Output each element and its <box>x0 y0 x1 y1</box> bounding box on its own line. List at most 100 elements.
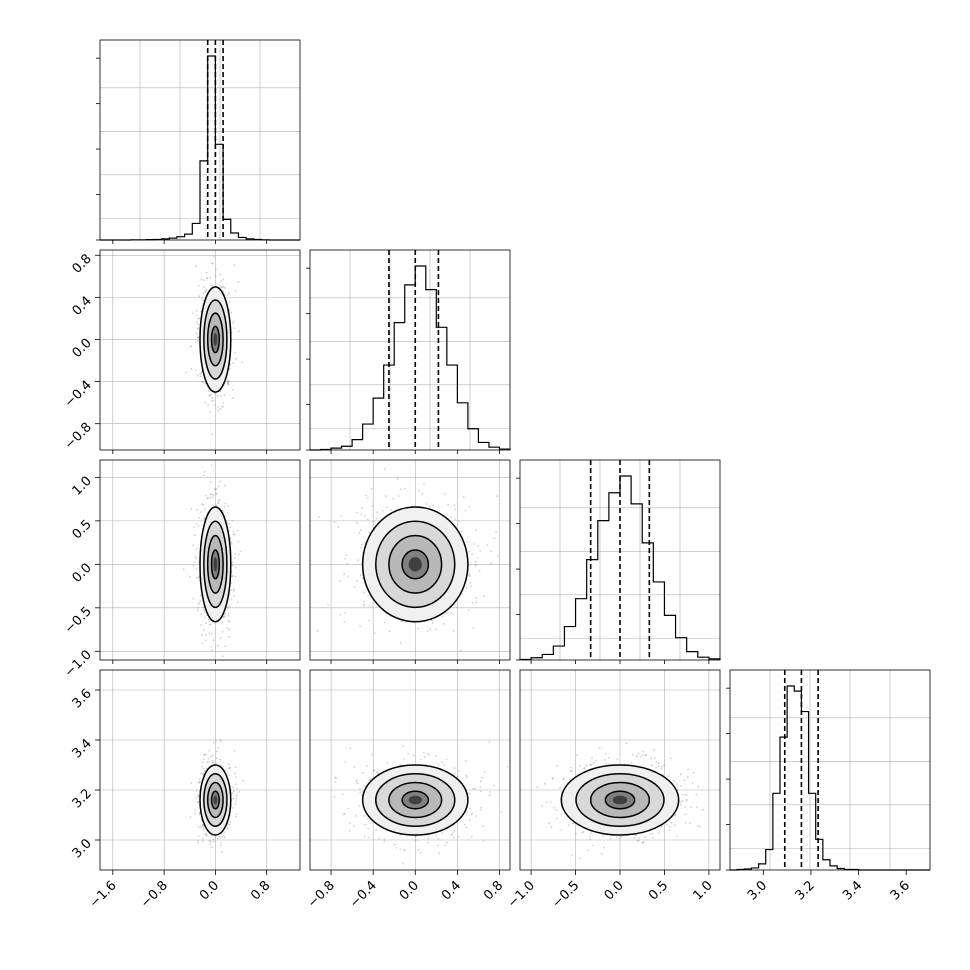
scatter-point <box>223 831 226 833</box>
scatter-point <box>403 758 405 760</box>
scatter-point <box>559 786 561 789</box>
scatter-point <box>212 741 215 744</box>
scatter-point <box>230 542 233 545</box>
scatter-point <box>683 779 686 782</box>
scatter-point <box>214 274 217 277</box>
scatter-point <box>639 756 642 758</box>
scatter-point <box>227 379 230 382</box>
histogram-bar <box>185 234 193 240</box>
scatter-point <box>222 402 225 404</box>
scatter-point <box>208 623 211 626</box>
histogram-grid <box>730 670 930 870</box>
scatter-point <box>347 575 350 578</box>
scatter-point <box>202 503 205 506</box>
scatter-point <box>215 268 217 271</box>
scatter-point <box>192 544 195 547</box>
scatter-point <box>373 632 376 635</box>
scatter-point <box>353 766 356 768</box>
scatter-point <box>632 754 634 756</box>
scatter-point <box>418 490 420 492</box>
histogram-bar <box>759 864 766 870</box>
density-shade <box>213 332 218 347</box>
scatter-point <box>241 361 244 364</box>
scatter-point <box>437 838 440 840</box>
scatter-point <box>609 837 612 840</box>
contour-line <box>388 534 443 594</box>
scatter-point <box>594 759 597 762</box>
scatter-point <box>334 781 337 783</box>
contour-line <box>361 506 469 623</box>
scatter-point <box>416 839 419 841</box>
scatter-point <box>227 823 229 826</box>
scatter-point <box>193 561 196 563</box>
scatter-point <box>226 383 229 386</box>
contour-line <box>560 764 680 836</box>
scatter-point <box>338 580 341 582</box>
scatter-point <box>428 505 431 508</box>
scatter-point <box>373 769 376 772</box>
scatter-point <box>195 369 197 372</box>
scatter-point <box>473 787 476 790</box>
scatter-point <box>196 314 198 316</box>
scatter-point <box>437 764 440 766</box>
scatter-point <box>236 787 239 790</box>
histogram-bar <box>830 866 837 870</box>
histogram-bar <box>192 223 200 240</box>
scatter-point <box>196 336 199 339</box>
contour-line <box>210 790 220 810</box>
scatter-point <box>369 778 372 780</box>
scatter-point <box>388 630 391 633</box>
scatter-point <box>231 792 234 795</box>
scatter-point <box>383 468 386 471</box>
scatter-point <box>196 609 199 612</box>
histogram-bar <box>801 712 808 870</box>
scatter-point <box>386 761 389 764</box>
scatter-point <box>214 488 217 490</box>
scatter-point <box>199 375 202 378</box>
scatter-point <box>318 516 321 518</box>
scatter-point <box>360 513 363 516</box>
scatter-point <box>357 559 359 562</box>
scatter-point <box>230 311 233 314</box>
scatter-point <box>192 564 195 567</box>
contour-line <box>575 773 665 827</box>
scatter-point <box>222 286 225 289</box>
scatter-point <box>228 628 231 631</box>
scatter-point <box>207 618 210 621</box>
scatter-point <box>589 832 592 835</box>
scatter-point <box>235 797 238 800</box>
scatter-point <box>470 585 472 588</box>
scatter-point <box>238 790 241 793</box>
scatter-point <box>221 509 224 512</box>
scatter-point <box>355 521 358 524</box>
scatter-point <box>458 835 460 838</box>
scatter-point <box>205 289 208 291</box>
scatter-point <box>446 841 448 844</box>
scatter-point <box>464 760 467 762</box>
density-shade <box>213 795 218 805</box>
scatter-point <box>572 822 575 825</box>
scatter-point <box>493 784 495 787</box>
scatter-point <box>605 762 608 765</box>
scatter-point <box>444 844 447 847</box>
scatter-point <box>472 787 475 790</box>
scatter-point <box>228 620 230 622</box>
scatter-point <box>195 522 198 525</box>
scatter-point <box>468 819 471 821</box>
histogram-bar <box>620 476 631 660</box>
scatter-point <box>221 631 224 633</box>
scatter-point <box>205 494 207 497</box>
histogram-bar <box>587 560 598 660</box>
histogram-bar <box>478 442 489 450</box>
scatter-point <box>216 493 218 495</box>
scatter-point <box>475 563 478 566</box>
scatter-point <box>447 503 450 506</box>
scatter-point <box>363 815 366 817</box>
scatter-point <box>220 286 223 288</box>
scatter-point <box>334 776 337 779</box>
scatter-point <box>667 775 670 777</box>
scatter-point <box>232 322 235 324</box>
scatter-point <box>548 822 551 825</box>
scatter-point <box>366 496 369 499</box>
histogram-bar <box>787 686 794 870</box>
